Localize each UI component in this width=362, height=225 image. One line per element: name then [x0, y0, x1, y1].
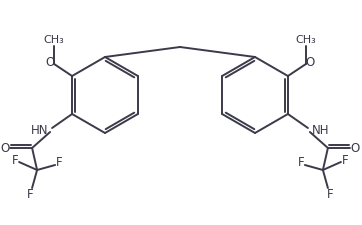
Text: O: O — [350, 142, 359, 155]
Text: F: F — [27, 187, 33, 200]
Text: O: O — [305, 56, 315, 70]
Text: NH: NH — [312, 124, 329, 137]
Text: CH₃: CH₃ — [295, 35, 316, 45]
Text: HN: HN — [31, 124, 48, 137]
Text: F: F — [56, 157, 62, 169]
Text: O: O — [0, 142, 10, 155]
Text: F: F — [298, 157, 304, 169]
Text: CH₃: CH₃ — [44, 35, 64, 45]
Text: F: F — [12, 153, 18, 166]
Text: F: F — [342, 153, 348, 166]
Text: O: O — [46, 56, 55, 70]
Text: F: F — [327, 187, 333, 200]
